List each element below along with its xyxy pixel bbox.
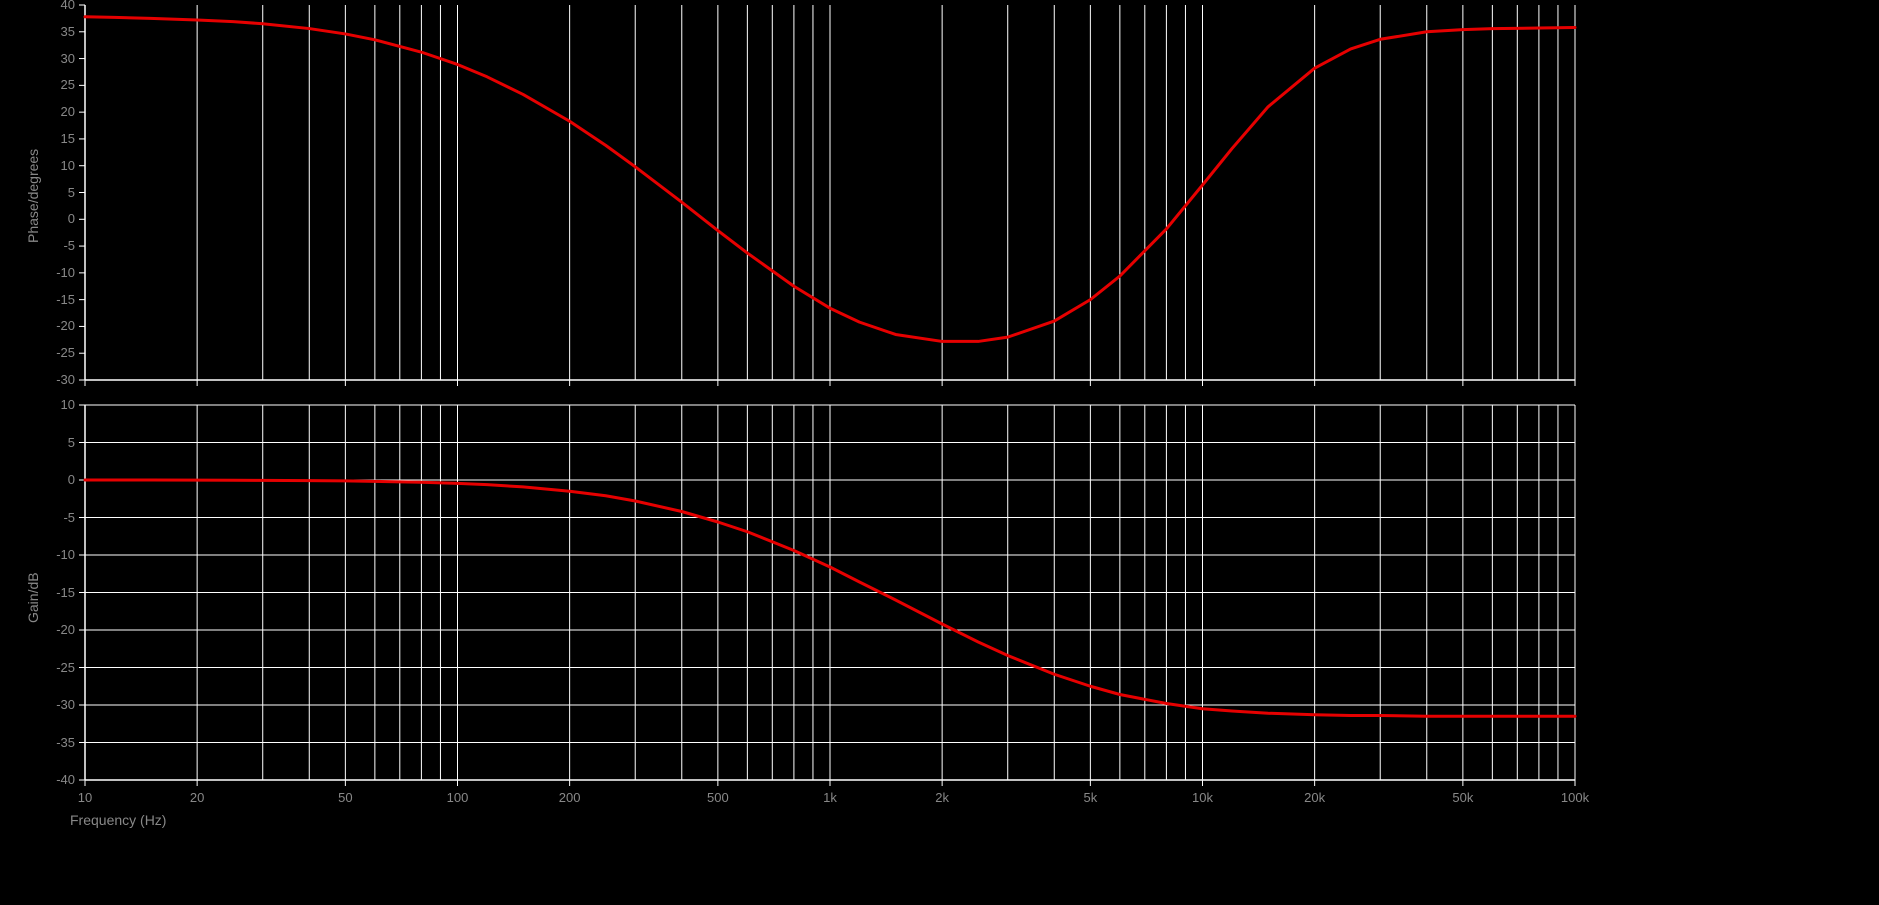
bot-ytick-label: -5 bbox=[35, 510, 75, 525]
x-tick-label: 100k bbox=[1561, 790, 1589, 805]
plot-svg bbox=[0, 0, 1879, 905]
x-tick-label: 20k bbox=[1304, 790, 1325, 805]
bot-ytick-label: -35 bbox=[35, 735, 75, 750]
bot-ytick-label: -30 bbox=[35, 697, 75, 712]
bot-ytick-label: 5 bbox=[35, 435, 75, 450]
x-tick-label: 50 bbox=[338, 790, 352, 805]
top-ytick-label: -15 bbox=[35, 292, 75, 307]
x-tick-label: 50k bbox=[1452, 790, 1473, 805]
bode-plot: Phase/degrees Gain/dB Frequency (Hz) -30… bbox=[0, 0, 1879, 905]
top-ytick-label: -10 bbox=[35, 265, 75, 280]
top-ytick-label: -25 bbox=[35, 345, 75, 360]
x-tick-label: 20 bbox=[190, 790, 204, 805]
x-tick-label: 2k bbox=[935, 790, 949, 805]
top-ytick-label: 20 bbox=[35, 104, 75, 119]
top-ytick-label: 15 bbox=[35, 131, 75, 146]
x-tick-label: 10 bbox=[78, 790, 92, 805]
x-tick-label: 10k bbox=[1192, 790, 1213, 805]
top-ytick-label: 5 bbox=[35, 185, 75, 200]
top-ytick-label: -30 bbox=[35, 372, 75, 387]
x-axis-label: Frequency (Hz) bbox=[70, 812, 166, 828]
top-ytick-label: -20 bbox=[35, 318, 75, 333]
bot-ytick-label: 0 bbox=[35, 472, 75, 487]
top-ytick-label: 35 bbox=[35, 24, 75, 39]
bot-ytick-label: -40 bbox=[35, 772, 75, 787]
top-ytick-label: 30 bbox=[35, 51, 75, 66]
bot-ytick-label: -20 bbox=[35, 622, 75, 637]
bot-ytick-label: 10 bbox=[35, 397, 75, 412]
top-ytick-label: 40 bbox=[35, 0, 75, 12]
x-tick-label: 5k bbox=[1083, 790, 1097, 805]
bot-ytick-label: -10 bbox=[35, 547, 75, 562]
x-tick-label: 500 bbox=[707, 790, 729, 805]
bot-ytick-label: -15 bbox=[35, 585, 75, 600]
top-ytick-label: 0 bbox=[35, 211, 75, 226]
top-ytick-label: 10 bbox=[35, 158, 75, 173]
top-ytick-label: -5 bbox=[35, 238, 75, 253]
bot-ytick-label: -25 bbox=[35, 660, 75, 675]
top-ytick-label: 25 bbox=[35, 77, 75, 92]
x-tick-label: 200 bbox=[559, 790, 581, 805]
x-tick-label: 1k bbox=[823, 790, 837, 805]
x-tick-label: 100 bbox=[447, 790, 469, 805]
